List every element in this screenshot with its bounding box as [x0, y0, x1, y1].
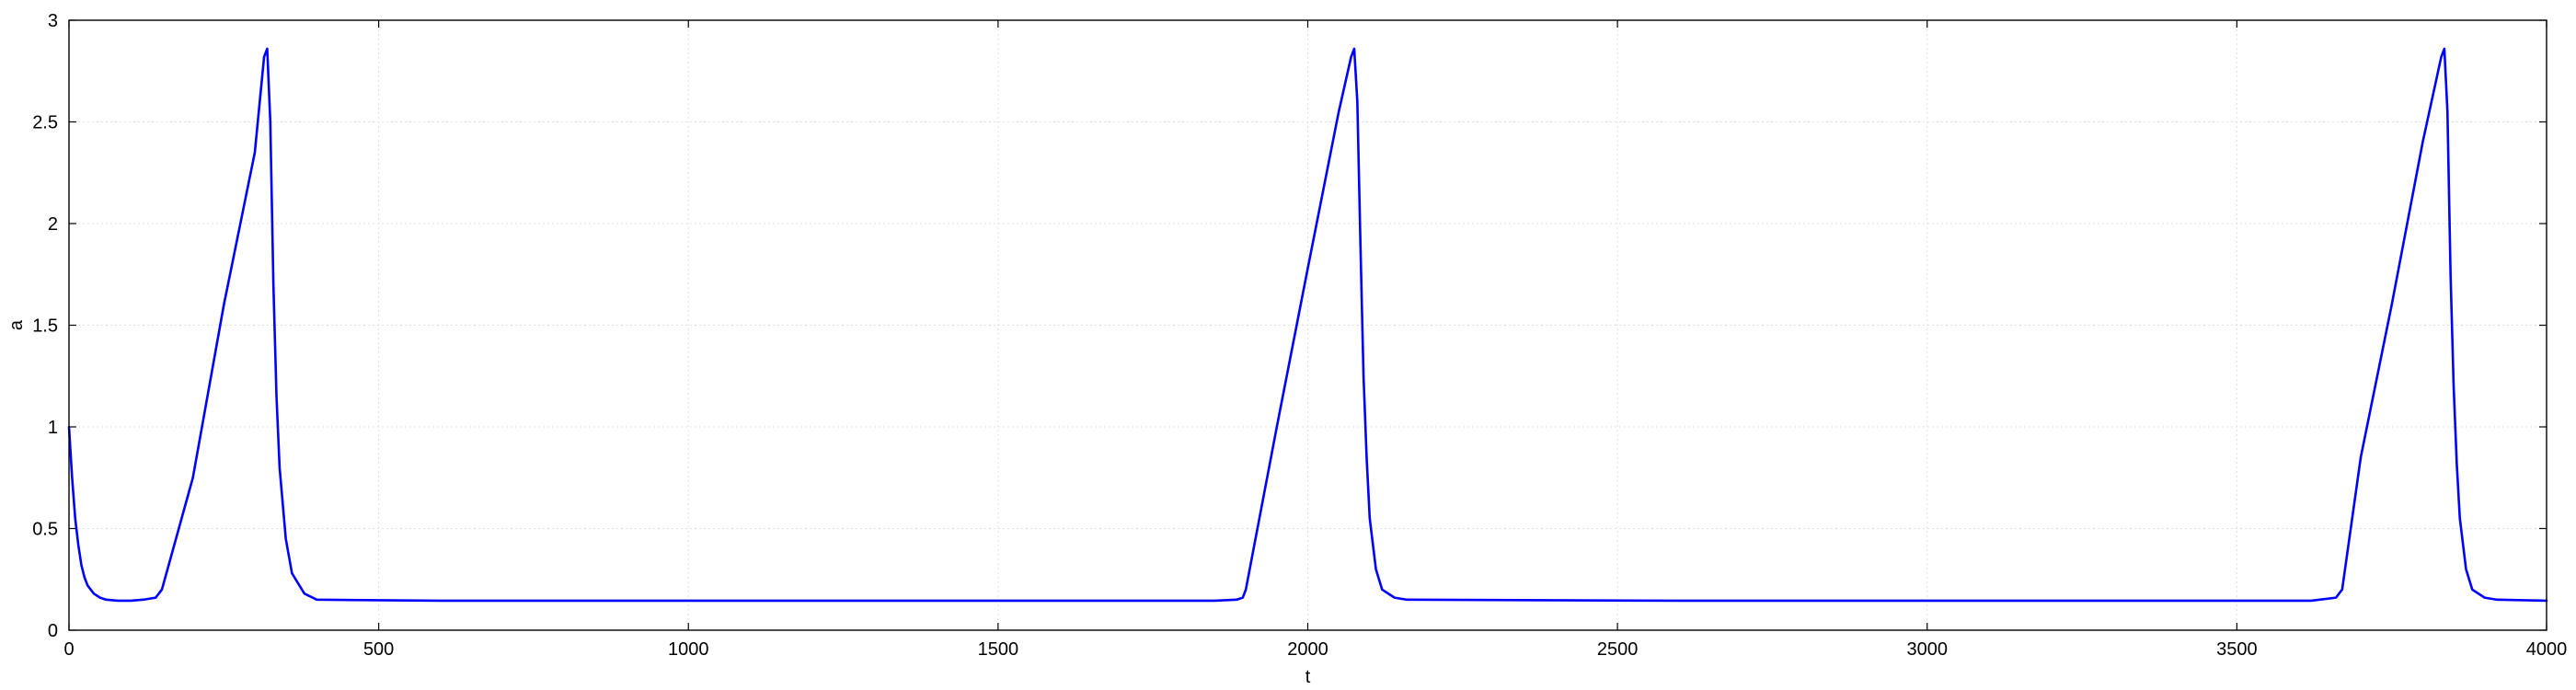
ticks-layer [68, 19, 2547, 631]
y-tick-label: 0 [48, 621, 58, 641]
x-tick-label: 3000 [1907, 639, 1949, 660]
y-tick-label: 1 [48, 418, 58, 438]
x-axis-label: t [1305, 667, 1311, 687]
series-line-0 [67, 47, 2548, 603]
y-axis-label: a [6, 319, 27, 330]
x-tick-label: 2000 [1287, 639, 1328, 660]
x-tick-label: 0 [63, 639, 74, 660]
x-tick-label: 1000 [668, 639, 709, 660]
y-tick-label: 3 [48, 11, 58, 31]
y-tick-label: 1.5 [32, 316, 58, 337]
x-tick-label: 1500 [978, 639, 1019, 660]
x-tick-label: 4000 [2526, 639, 2568, 660]
series-layer [67, 47, 2548, 603]
x-tick-label: 3500 [2216, 639, 2258, 660]
y-tick-label: 2 [48, 214, 58, 235]
x-tick-label: 2500 [1597, 639, 1639, 660]
y-tick-label: 2.5 [32, 113, 58, 133]
grid-layer [69, 20, 2547, 630]
tick-labels-layer: 0 500 1000 1500 2000 2500 3000 3500 4000 0 0.5 1 1.5… [32, 11, 2567, 660]
x-tick-label: 500 [363, 639, 394, 660]
y-tick-label: 0.5 [32, 520, 58, 540]
